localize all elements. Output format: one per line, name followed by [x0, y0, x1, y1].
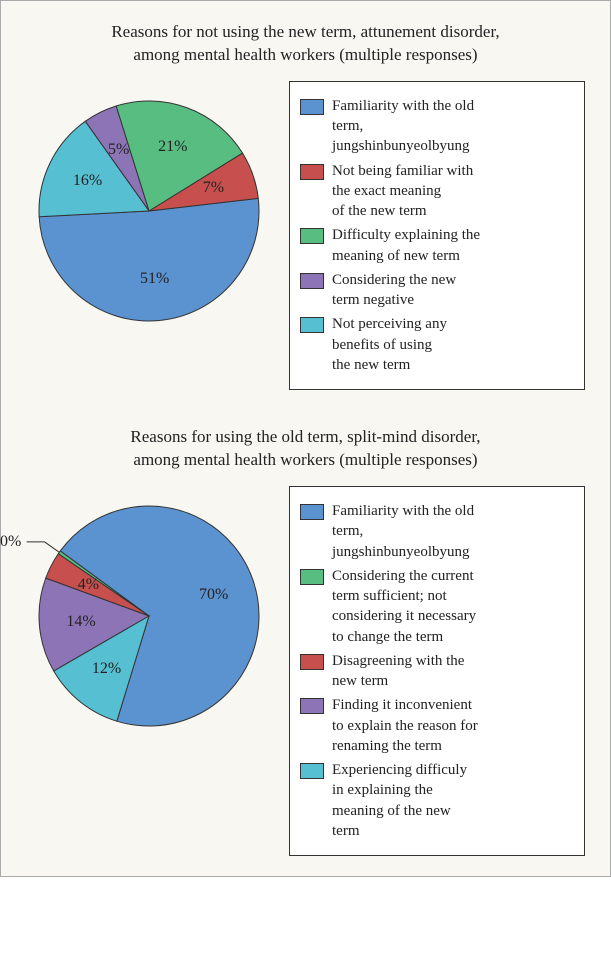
legend-swatch [300, 273, 324, 289]
legend-text: Experiencing difficulyin explaining them… [332, 760, 572, 841]
legend-swatch [300, 569, 324, 585]
legend-text: Not being familiar withthe exact meaning… [332, 161, 572, 222]
legend-item: Experiencing difficulyin explaining them… [300, 760, 572, 841]
legend-text: Disagreening with thenew term [332, 651, 572, 692]
pie-slice-label: 70% [199, 586, 228, 604]
legend-item: Not perceiving anybenefits of usingthe n… [300, 314, 572, 375]
chart-2-pie: 70%0%4%14%12% [19, 486, 279, 746]
pie-slice-label: 51% [140, 270, 169, 288]
legend-swatch [300, 763, 324, 779]
legend-item: Considering the currentterm sufficient; … [300, 566, 572, 647]
spacer [11, 390, 600, 418]
chart-1-row: 51% 7% 21% 5% 16% Familiarity with the oldte… [11, 81, 600, 390]
pie-slice-label: 16% [73, 172, 102, 190]
legend-text: Considering the currentterm sufficient; … [332, 566, 572, 647]
pie-slice-label: 4% [78, 576, 99, 594]
pie-slice-label: 21% [158, 138, 187, 156]
pie-slice-label: 12% [92, 660, 121, 678]
legend-text: Not perceiving anybenefits of usingthe n… [332, 314, 572, 375]
pie-slice-label: 0% [0, 533, 21, 551]
legend-swatch [300, 317, 324, 333]
legend-text: Familiarity with the oldterm,jungshinbun… [332, 96, 572, 157]
figure-container: Reasons for not using the new term, attu… [0, 0, 611, 877]
legend-swatch [300, 654, 324, 670]
chart-1-title-line2: among mental health workers (multiple re… [133, 45, 477, 64]
legend-text: Difficulty explaining themeaning of new … [332, 225, 572, 266]
chart-2-block: Reasons for using the old term, split-mi… [11, 426, 600, 856]
chart-1-title: Reasons for not using the new term, attu… [11, 21, 600, 67]
legend-swatch [300, 99, 324, 115]
legend-item: Familiarity with the oldterm,jungshinbun… [300, 501, 572, 562]
legend-text: Familiarity with the oldterm,jungshinbun… [332, 501, 572, 562]
chart-1-pie: 51% 7% 21% 5% 16% [19, 81, 279, 341]
legend-text: Finding it inconvenientto explain the re… [332, 695, 572, 756]
chart-2-title-line1: Reasons for using the old term, split-mi… [130, 427, 480, 446]
pie-slice-label: 5% [108, 141, 129, 159]
legend-swatch [300, 504, 324, 520]
pie-slice [39, 198, 259, 321]
legend-item: Considering the newterm negative [300, 270, 572, 311]
chart-1-title-line1: Reasons for not using the new term, attu… [111, 22, 499, 41]
legend-swatch [300, 164, 324, 180]
legend-item: Familiarity with the oldterm,jungshinbun… [300, 96, 572, 157]
pie-slice-label: 7% [203, 179, 224, 197]
legend-item: Disagreening with thenew term [300, 651, 572, 692]
legend-swatch [300, 698, 324, 714]
chart-1-block: Reasons for not using the new term, attu… [11, 21, 600, 390]
legend-item: Finding it inconvenientto explain the re… [300, 695, 572, 756]
chart-1-legend: Familiarity with the oldterm,jungshinbun… [289, 81, 585, 390]
legend-item: Difficulty explaining themeaning of new … [300, 225, 572, 266]
chart-2-title-line2: among mental health workers (multiple re… [133, 450, 477, 469]
legend-text: Considering the newterm negative [332, 270, 572, 311]
chart-2-row: 70%0%4%14%12% Familiarity with the oldte… [11, 486, 600, 856]
legend-swatch [300, 228, 324, 244]
chart-2-legend: Familiarity with the oldterm,jungshinbun… [289, 486, 585, 856]
legend-item: Not being familiar withthe exact meaning… [300, 161, 572, 222]
pie-slice-label: 14% [66, 613, 95, 631]
chart-2-title: Reasons for using the old term, split-mi… [11, 426, 600, 472]
